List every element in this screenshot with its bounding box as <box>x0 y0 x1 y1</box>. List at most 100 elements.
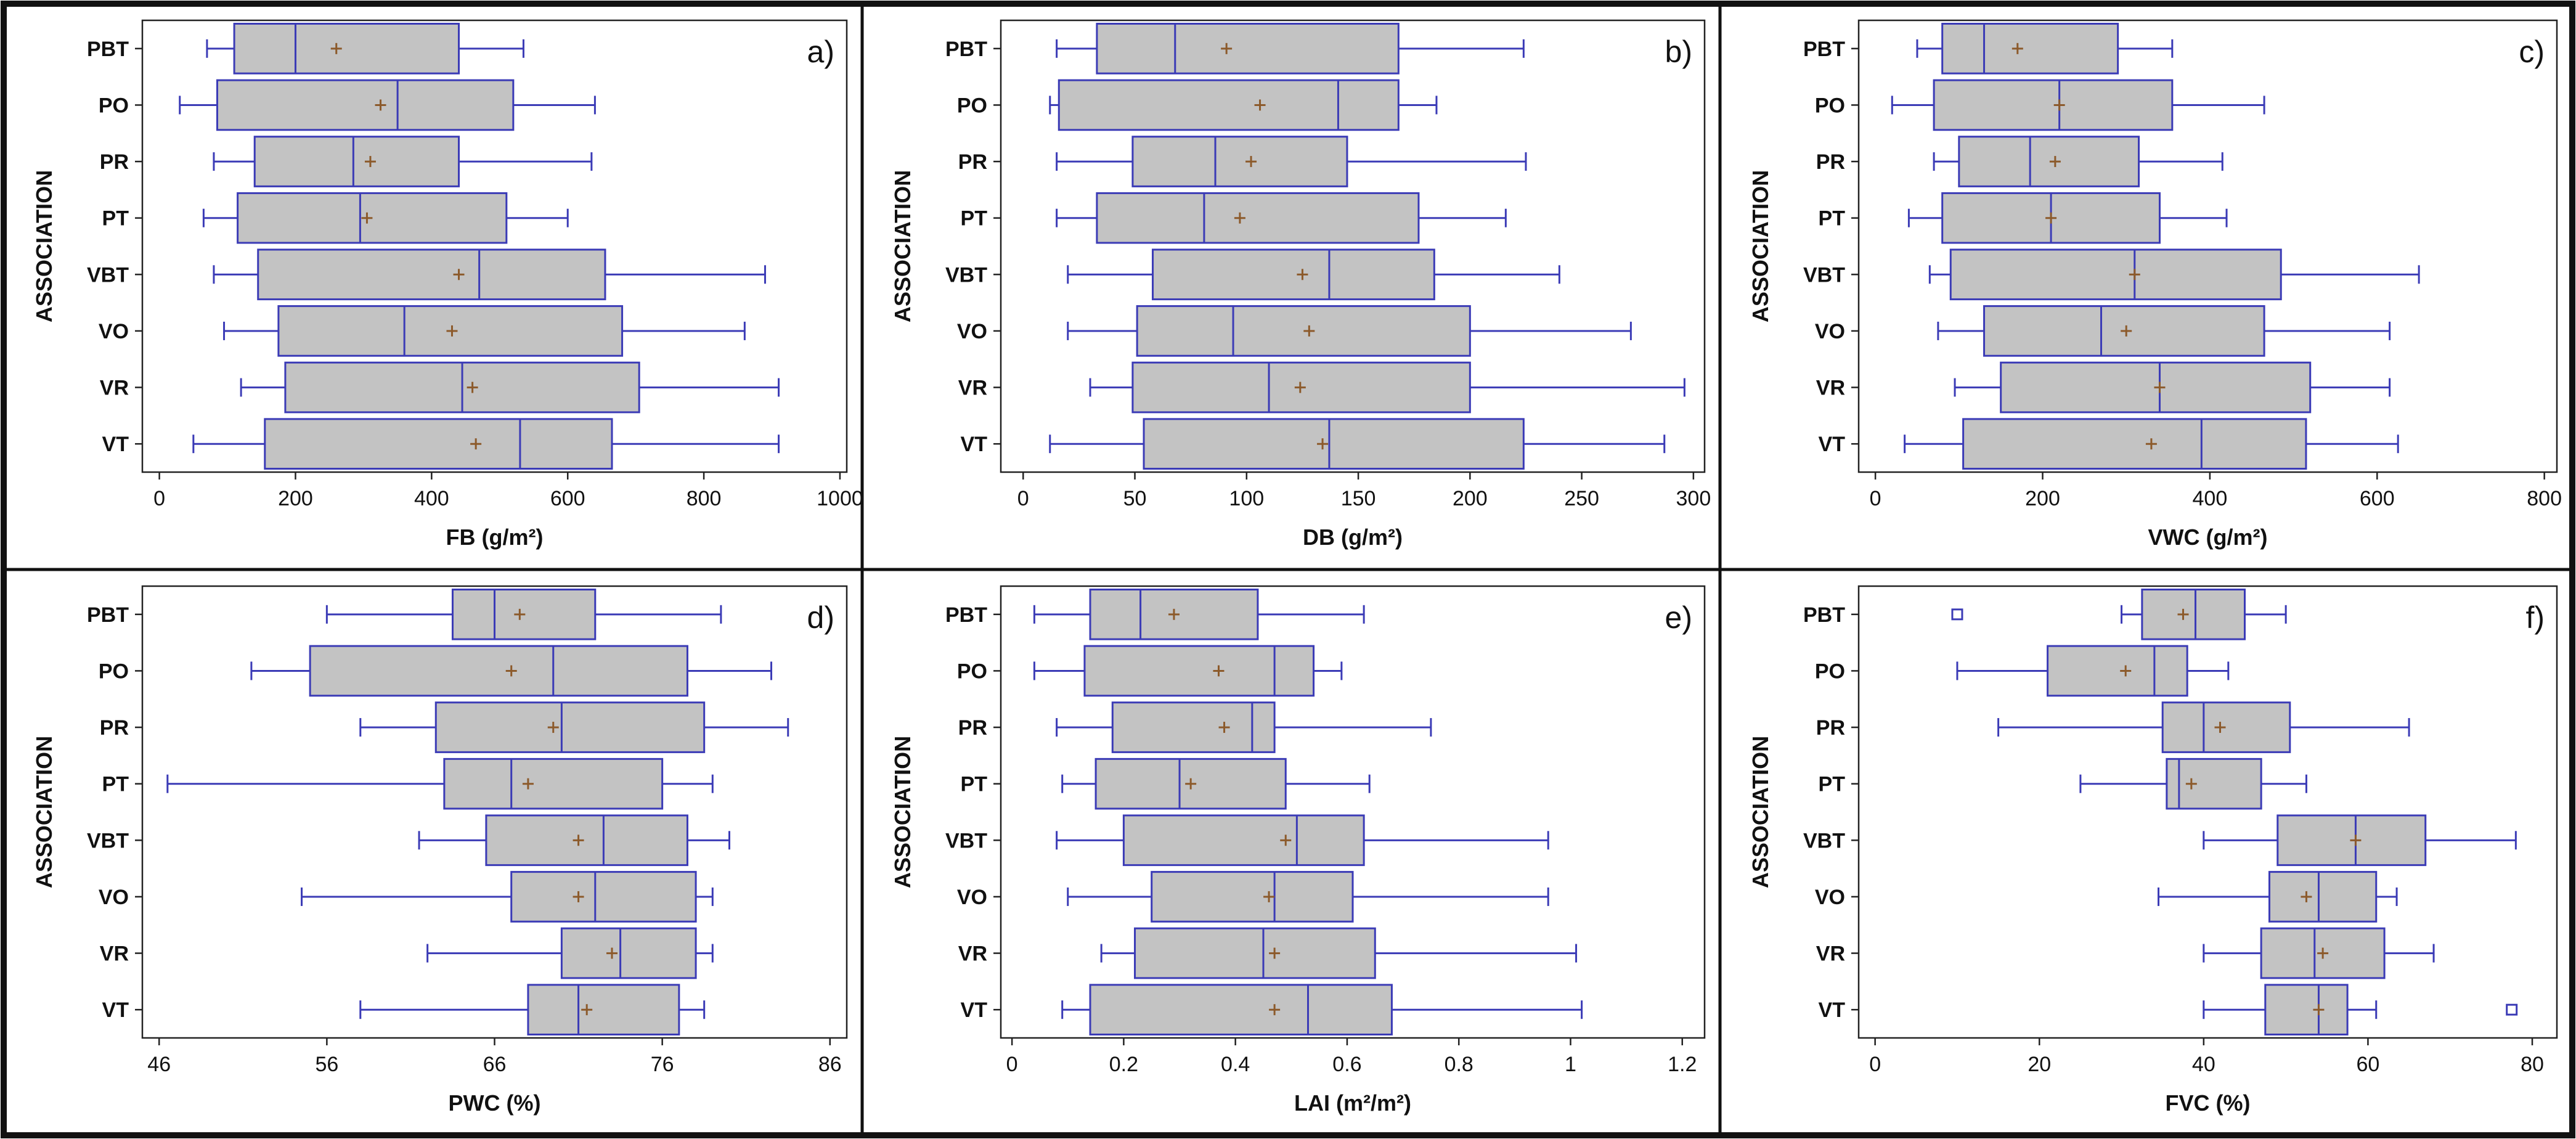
category-label: VT <box>102 433 129 456</box>
category-label: VR <box>958 942 987 966</box>
box-VR: VR <box>1816 927 2435 979</box>
iqr-box <box>2161 701 2291 753</box>
x-tick-label: 0.8 <box>1445 1053 1473 1076</box>
category-label: PBT <box>1803 603 1845 627</box>
x-tick-label: 0 <box>1870 487 1881 510</box>
category-label: VBT <box>87 263 129 287</box>
category-label: VO <box>1815 320 1845 343</box>
box-VO: VO <box>1815 305 2391 357</box>
box-PR: PR <box>958 136 1527 187</box>
x-tick-label: 1000 <box>817 487 863 510</box>
box-PBT: PBT <box>1803 22 2174 75</box>
iqr-box <box>1089 984 1393 1036</box>
y-axis-label: ASSOCIATION <box>1748 170 1773 322</box>
x-tick-label: 600 <box>2360 487 2395 510</box>
category-label: PT <box>1819 207 1846 231</box>
box-VO: VO <box>1815 871 2398 923</box>
x-tick-label: 86 <box>818 1053 842 1076</box>
category-label: PBT <box>945 38 987 61</box>
category-label: PR <box>958 150 987 174</box>
iqr-box <box>527 984 680 1036</box>
iqr-box <box>1136 305 1471 357</box>
x-axis-label: VWC (g/m²) <box>2148 525 2268 550</box>
outlier-point <box>1951 608 1963 621</box>
box-PR: PR <box>1816 136 2223 187</box>
category-label: PR <box>1816 150 1845 174</box>
box-PT: PT <box>961 757 1371 810</box>
iqr-box <box>264 418 613 470</box>
box-VT: VT <box>102 984 706 1036</box>
x-tick-label: 46 <box>147 1053 171 1076</box>
iqr-box <box>2268 871 2378 923</box>
category-label: PT <box>961 773 988 796</box>
box-VBT: VBT <box>1803 248 2420 301</box>
y-axis-label: ASSOCIATION <box>31 170 57 322</box>
x-tick-label: 200 <box>1453 487 1488 510</box>
iqr-box <box>309 645 688 697</box>
category-label: VR <box>958 377 987 400</box>
x-tick-label: 0.6 <box>1332 1053 1361 1076</box>
y-axis-label: ASSOCIATION <box>31 736 57 888</box>
panel-a: 0 200 400 600 800 1000 FB (g/m²) ASSOCIATION a) P… <box>2 2 864 571</box>
category-label: VBT <box>945 263 987 287</box>
box-PBT: PBT <box>87 588 722 640</box>
y-axis-label: ASSOCIATION <box>890 170 915 322</box>
x-tick-label: 200 <box>2025 487 2060 510</box>
box-VR: VR <box>100 927 714 979</box>
iqr-box <box>485 814 688 867</box>
x-tick-label: 200 <box>278 487 313 510</box>
iqr-box <box>1083 645 1315 697</box>
category-label: PBT <box>945 603 987 627</box>
box-PR: PR <box>100 136 593 187</box>
box-VBT: VBT <box>87 248 766 301</box>
x-tick-label: 400 <box>414 487 449 510</box>
box-VO: VO <box>99 871 714 923</box>
category-label: VR <box>100 377 129 400</box>
category-label: VBT <box>87 829 129 852</box>
box-VT: VT <box>961 984 1583 1036</box>
box-PO: PO <box>1815 79 2265 131</box>
category-label: PO <box>99 94 129 117</box>
iqr-box <box>253 136 460 187</box>
iqr-box <box>1151 871 1354 923</box>
box-VBT: VBT <box>87 814 730 867</box>
x-tick-label: 0.2 <box>1109 1053 1138 1076</box>
iqr-box <box>434 701 706 753</box>
box-VT: VT <box>1819 984 2378 1036</box>
box-VO: VO <box>99 305 746 357</box>
iqr-box <box>233 22 460 75</box>
category-label: PR <box>100 150 129 174</box>
iqr-box <box>2141 588 2246 640</box>
box-PT: PT <box>961 192 1507 244</box>
iqr-box <box>2264 984 2349 1036</box>
box-PR: PR <box>958 701 1432 753</box>
box-PO: PO <box>99 79 596 131</box>
box-VBT: VBT <box>1803 814 2517 867</box>
iqr-box <box>1111 701 1276 753</box>
box-PR: PR <box>100 701 789 753</box>
x-tick-label: 1 <box>1565 1053 1576 1076</box>
x-tick-label: 300 <box>1676 487 1711 510</box>
x-axis-label: FB (g/m²) <box>446 525 544 550</box>
box-PBT: PBT <box>1803 588 2287 640</box>
iqr-box <box>1933 79 2174 131</box>
box-VR: VR <box>100 361 780 414</box>
category-label: VBT <box>1803 263 1845 287</box>
x-tick-label: 0 <box>1006 1053 1018 1076</box>
category-label: VR <box>100 942 129 966</box>
box-VBT: VBT <box>945 248 1560 301</box>
box-PR: PR <box>1816 701 2410 753</box>
x-tick-label: 0.4 <box>1221 1053 1250 1076</box>
box-VO: VO <box>957 871 1549 923</box>
category-label: VT <box>961 998 988 1022</box>
category-label: PT <box>102 207 129 231</box>
category-label: VO <box>99 886 129 909</box>
panel-f: 0 20 40 60 80 FVC (%) ASSOCIATION f) PBT PO PR PT VB… <box>1718 568 2574 1137</box>
category-label: VT <box>1819 433 1846 456</box>
category-label: VR <box>1816 377 1845 400</box>
x-axis-label: LAI (m²/m²) <box>1294 1090 1411 1116</box>
iqr-box <box>1962 418 2307 470</box>
box-VR: VR <box>1816 361 2391 414</box>
